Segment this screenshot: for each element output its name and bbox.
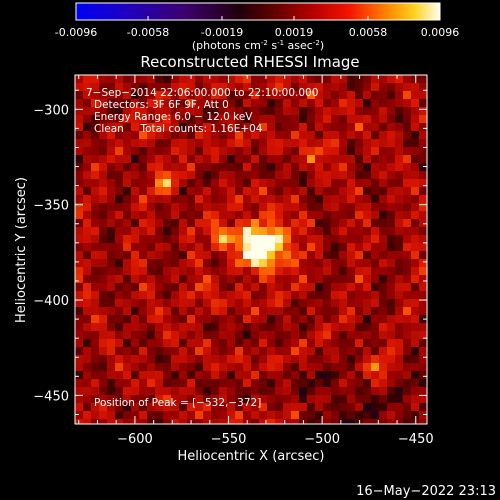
x-tick-label: −500 <box>304 432 340 447</box>
colorbar-tick-label: -0.0019 <box>201 26 243 39</box>
annotation-energy-range: Energy Range: 6.0 − 12.0 keV <box>94 111 253 123</box>
annotation-clean-counts: Clean Total counts: 1.16E+04 <box>94 123 263 135</box>
chart-title: Reconstructed RHESSI Image <box>140 53 359 71</box>
annotation-detectors: Detectors: 3F 6F 9F, Att 0 <box>94 99 229 111</box>
annotation-peak-position: Position of Peak = [−532,−372] <box>94 397 261 409</box>
colorbar-ticks: -0.0096 -0.0058 -0.0019 0.0019 0.0058 0.0096 <box>55 16 459 39</box>
y-tick-label: −450 <box>33 389 69 404</box>
y-axis: −300 −350 −400 −450 <box>33 89 427 415</box>
heatmap-image <box>75 75 427 424</box>
x-axis: −600 −550 −500 −450 <box>78 75 434 447</box>
colorbar-tick-label: 0.0096 <box>421 26 460 39</box>
colorbar-tick-label: -0.0058 <box>127 26 169 39</box>
x-tick-label: −550 <box>211 432 247 447</box>
y-tick-label: −400 <box>33 294 69 309</box>
colorbar-gradient <box>75 2 441 21</box>
x-tick-label: −600 <box>117 432 153 447</box>
timestamp: 16−May−2022 23:13 <box>356 484 496 499</box>
x-tick-label: −450 <box>398 432 434 447</box>
colorbar-unit: (photons cm-2 s-1 asec-2) <box>192 39 324 52</box>
y-axis-label: Heliocentric Y (arcsec) <box>14 177 29 323</box>
plot-annotations: 7−Sep−2014 22:06:00.000 to 22:10:00.000 … <box>86 87 318 409</box>
y-tick-label: −350 <box>33 199 69 214</box>
colorbar-tick-label: 0.0058 <box>349 26 388 39</box>
colorbar-tick-label: 0.0019 <box>275 26 314 39</box>
y-tick-label: −300 <box>33 103 69 118</box>
plot-area <box>75 75 427 424</box>
plot-frame <box>74 74 428 425</box>
x-axis-label: Heliocentric X (arcsec) <box>178 449 325 464</box>
colorbar: -0.0096 -0.0058 -0.0019 0.0019 0.0058 0.0096 … <box>55 2 459 52</box>
annotation-time-range: 7−Sep−2014 22:06:00.000 to 22:10:00.000 <box>86 87 318 99</box>
colorbar-tick-label: -0.0096 <box>55 26 97 39</box>
